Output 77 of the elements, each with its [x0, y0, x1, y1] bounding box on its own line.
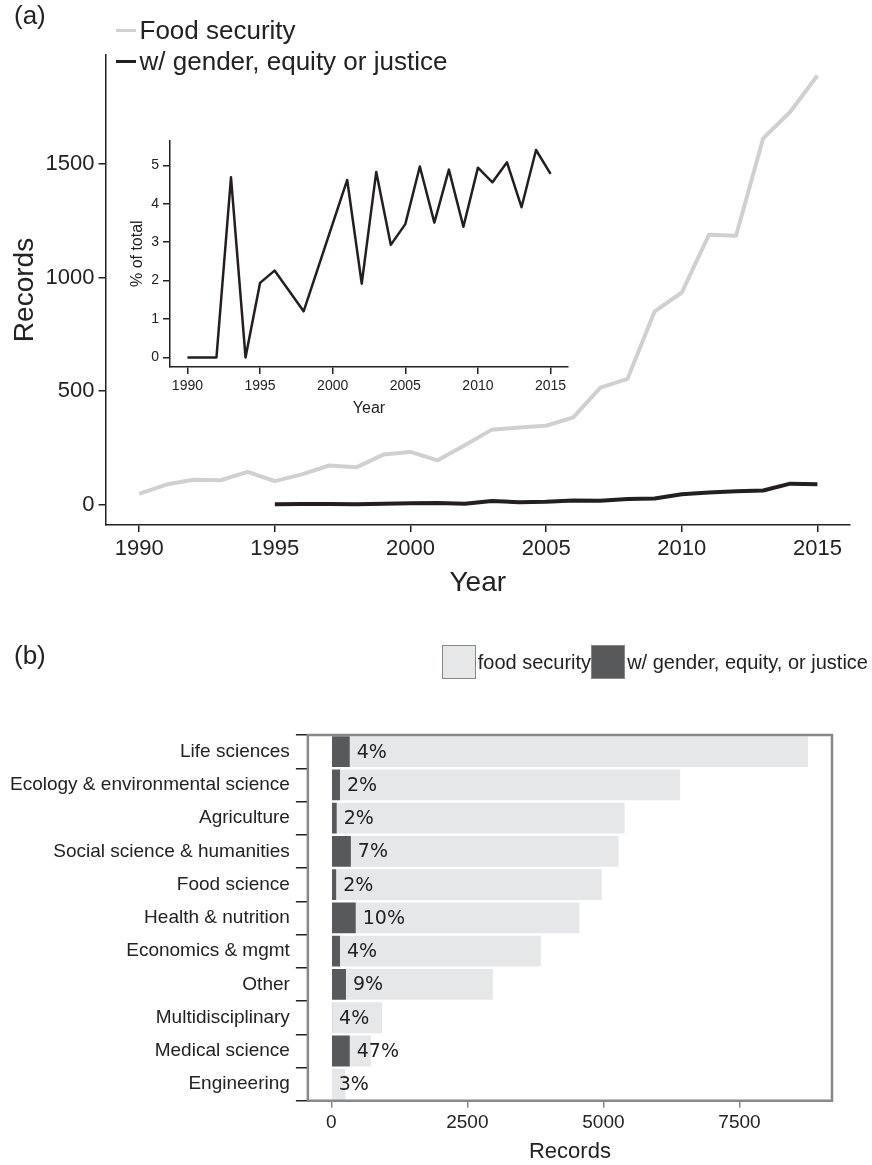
y-tick-label: Life sciences: [180, 739, 290, 761]
bar: [339, 935, 541, 967]
bar: [332, 1035, 350, 1067]
bar: [345, 968, 493, 1000]
y-tick-label: 2: [151, 271, 160, 288]
x-tick-label: 1990: [171, 377, 204, 394]
y-tick-label: Multidisciplinary: [155, 1005, 291, 1027]
x-tick-label: 2005: [389, 377, 422, 394]
y-axis-title: % of total: [128, 220, 146, 288]
x-tick-label: 1990: [114, 535, 164, 561]
x-tick-label: 7500: [718, 1111, 761, 1133]
x-axis-title: Year: [449, 565, 507, 597]
x-tick-label: 2010: [462, 377, 494, 394]
x-axis-title: Records: [528, 1137, 611, 1163]
y-tick-label: Health & nutrition: [144, 906, 290, 928]
y-tick-label: Economics & mgmt: [126, 939, 291, 961]
text: (a): [14, 0, 46, 31]
x-tick-label: 2015: [792, 535, 842, 561]
bar: [332, 869, 337, 901]
x-axis-title: Year: [352, 398, 386, 416]
y-tick-label: Other: [242, 972, 291, 994]
annotation: 2%: [346, 772, 378, 795]
bar: [332, 835, 351, 867]
bar: [332, 802, 337, 834]
bar: [332, 935, 340, 967]
bar: [336, 802, 625, 834]
x-tick-label: 2000: [386, 535, 435, 561]
y-tick-label: 500: [57, 377, 95, 403]
y-tick-label: 3: [151, 233, 160, 250]
y-tick-label: Food science: [176, 872, 290, 894]
x-tick-label: 1995: [244, 377, 276, 394]
annotation: 2%: [343, 872, 374, 895]
bar: [332, 968, 346, 1000]
x-tick-label: 0: [325, 1111, 337, 1133]
y-tick-label: Ecology & environmental science: [9, 773, 290, 795]
x-tick-label: 2005: [521, 535, 571, 561]
y-tick-label: 1000: [45, 263, 95, 289]
annotation: 2%: [343, 806, 374, 829]
bar: [332, 736, 350, 768]
annotation: 4%: [339, 1005, 370, 1028]
bar: [336, 869, 602, 901]
y-tick-label: Engineering: [188, 1072, 290, 1094]
annotation: 7%: [357, 839, 389, 862]
legend-label: w/ gender, equity, or justice: [627, 650, 868, 674]
y-tick-label: 0: [82, 490, 95, 516]
legend-label: food security: [477, 650, 592, 674]
y-tick-label: Social science & humanities: [53, 839, 290, 861]
x-tick-label: 1995: [250, 535, 300, 561]
bar: [349, 736, 809, 768]
x-tick-label: 2500: [446, 1111, 489, 1133]
annotation: 4%: [346, 939, 378, 962]
annotation: 10%: [362, 905, 405, 928]
legend-label: w/ gender, equity or justice: [139, 46, 448, 77]
y-tick-label: Agriculture: [199, 806, 290, 828]
legend-label: Food security: [139, 15, 296, 46]
y-tick-label: 5: [151, 156, 160, 173]
bar: [339, 769, 681, 801]
bar: [350, 835, 619, 867]
annotation: 3%: [338, 1072, 369, 1095]
bar: [355, 902, 580, 934]
x-tick-label: 5000: [582, 1111, 625, 1133]
bar: [332, 1002, 383, 1034]
annotation: 4%: [356, 739, 387, 762]
x-tick-label: 2010: [657, 535, 707, 561]
y-tick-label: 4: [151, 194, 160, 211]
x-tick-label: 2015: [534, 377, 567, 394]
x-tick-label: 2000: [317, 377, 349, 394]
y-tick-label: 1500: [45, 150, 95, 176]
y-tick-label: Medical science: [154, 1039, 290, 1061]
y-tick-label: 0: [151, 348, 160, 365]
text: (b): [14, 640, 46, 671]
annotation: 47%: [356, 1038, 400, 1061]
y-tick-label: 1: [151, 309, 160, 326]
annotation: 9%: [352, 972, 384, 995]
bar: [332, 902, 356, 934]
bar: [332, 769, 340, 801]
y-axis-title: Records: [7, 237, 39, 343]
